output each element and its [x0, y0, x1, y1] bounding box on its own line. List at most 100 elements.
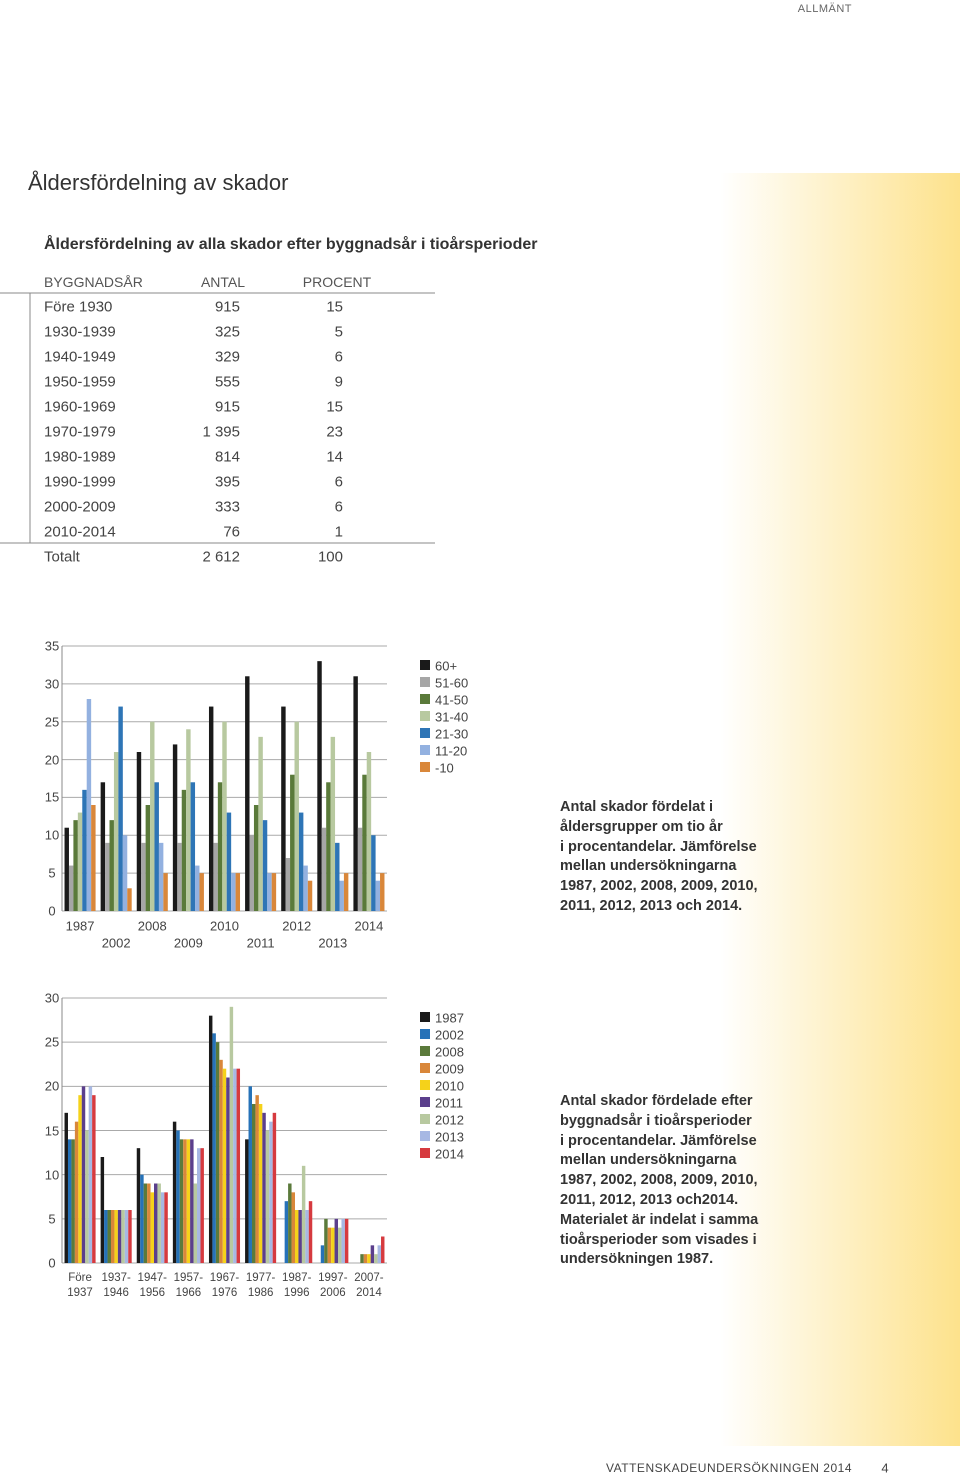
table-cell: 1 — [334, 523, 343, 541]
table-cell: 1930-1939 — [44, 323, 116, 341]
bar — [245, 1139, 249, 1263]
bar — [100, 1157, 105, 1263]
legend-swatch — [420, 1148, 430, 1158]
bar — [215, 1042, 220, 1263]
bar — [186, 729, 191, 911]
table-cell: 915 — [214, 298, 240, 316]
legend-swatch — [420, 1114, 430, 1124]
bar — [366, 752, 372, 911]
x-tick-label: 1977-1986 — [245, 1272, 276, 1299]
caption: Antal skador fördelade efter — [560, 1093, 753, 1109]
bar — [262, 1112, 266, 1263]
bar — [190, 782, 196, 911]
y-tick-label: 30 — [44, 676, 60, 692]
bar — [172, 744, 178, 911]
y-tick-label: 10 — [44, 827, 60, 843]
bar — [107, 1210, 111, 1263]
bar — [353, 676, 358, 911]
bar — [78, 1095, 82, 1263]
legend-swatch — [420, 728, 430, 738]
legend-label: 2008 — [435, 1044, 464, 1060]
y-tick-label: 0 — [48, 1255, 56, 1271]
bar — [150, 721, 155, 911]
x-tick-label: 2012 — [282, 918, 312, 934]
bar — [374, 1254, 378, 1263]
legend-swatch — [420, 762, 430, 772]
bar — [285, 858, 291, 911]
x-tick-label: 1967-1976 — [209, 1272, 240, 1299]
x-tick-label: 2013 — [318, 935, 348, 951]
bar — [147, 1183, 151, 1263]
caption: Materialet är indelat i samma — [560, 1211, 759, 1228]
bar — [68, 865, 74, 911]
y-tick-label: 25 — [44, 1034, 60, 1050]
bar — [380, 873, 385, 911]
table-cell: 2000-2009 — [44, 498, 116, 516]
x-tick-label: 1937-1946 — [101, 1272, 131, 1299]
bar — [258, 1104, 263, 1263]
legend-label: 2013 — [435, 1129, 464, 1145]
table-cell: 555 — [214, 373, 240, 391]
bar — [109, 820, 114, 911]
x-tick-label: 1987-1996 — [282, 1272, 312, 1299]
bar — [91, 805, 96, 911]
table-cell: 395 — [214, 473, 240, 491]
y-tick-label: 15 — [44, 789, 60, 805]
bar — [212, 1033, 216, 1263]
caption: åldersgrupper om tio år — [560, 818, 723, 835]
legend-label: 1987 — [435, 1010, 464, 1026]
legend-swatch — [420, 1131, 430, 1141]
legend-label: 2014 — [435, 1146, 464, 1162]
bar — [86, 699, 92, 911]
bar — [71, 1139, 75, 1263]
bar — [245, 676, 250, 911]
x-tick-label: 2007-2014 — [354, 1272, 384, 1299]
bar — [74, 1121, 79, 1263]
bar — [177, 842, 182, 911]
table-cell: 325 — [214, 323, 240, 341]
bar — [208, 1015, 213, 1263]
page-number: 4 — [881, 1460, 889, 1476]
legend-swatch — [420, 1012, 430, 1022]
bar — [324, 1218, 328, 1263]
caption: tioårsperioder som visades i — [560, 1231, 757, 1248]
bar — [360, 1254, 364, 1263]
bar — [81, 1086, 86, 1263]
table-cell: 14 — [326, 448, 343, 466]
bar — [265, 1130, 270, 1263]
bar — [67, 1139, 72, 1263]
bar — [183, 1139, 187, 1263]
bar — [172, 1121, 177, 1263]
bar — [217, 782, 223, 911]
legend-label: 11-20 — [435, 743, 468, 759]
subtitle: Åldersfördelning av alla skador efter by… — [44, 236, 538, 253]
legend-label: 51-60 — [435, 675, 469, 691]
bar — [73, 820, 78, 911]
legend-swatch — [420, 1046, 430, 1056]
x-tick-label: 2008 — [137, 918, 167, 934]
table-cell: 915 — [214, 398, 240, 416]
y-tick-label: 20 — [44, 1078, 60, 1094]
bar — [231, 873, 236, 911]
legend-swatch — [420, 745, 430, 755]
x-tick-label: 2009 — [173, 935, 203, 951]
bar — [143, 1183, 148, 1263]
bar — [127, 888, 132, 911]
bar — [163, 873, 168, 911]
bar — [92, 1095, 96, 1263]
bar — [195, 865, 200, 911]
bar — [104, 1210, 108, 1263]
legend-label: 2011 — [435, 1095, 463, 1111]
bar — [327, 1227, 332, 1263]
bar — [344, 1218, 349, 1263]
caption: 1987, 2002, 2008, 2009, 2010, — [560, 878, 758, 895]
caption: mellan undersökningarna — [560, 858, 737, 875]
bar — [222, 721, 227, 911]
bar — [199, 873, 204, 911]
bar — [118, 706, 123, 911]
y-tick-label: 20 — [44, 752, 60, 768]
caption: 2011, 2012, 2013 och 2014. — [560, 898, 743, 914]
caption: Antal skador fördelat i — [560, 799, 714, 815]
table-cell: 2 612 — [202, 548, 240, 566]
